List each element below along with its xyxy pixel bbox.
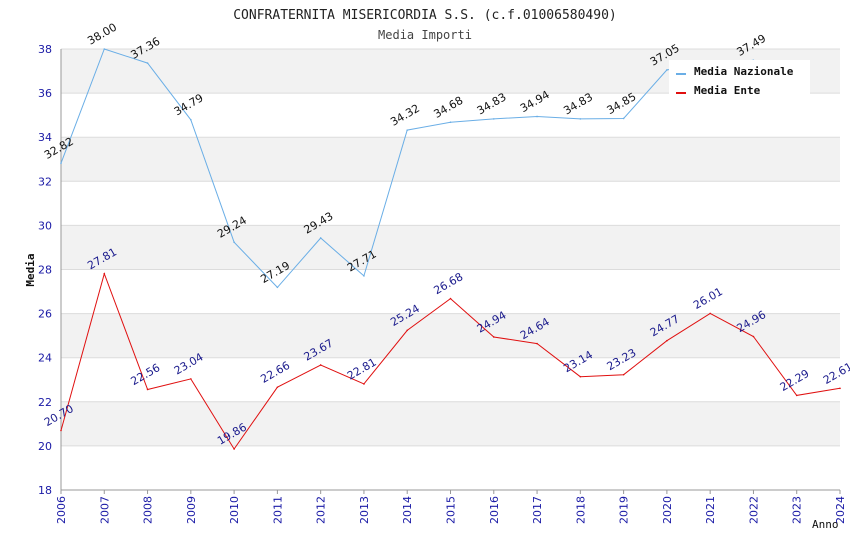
y-tick-label: 38	[38, 43, 52, 56]
data-point	[839, 387, 841, 390]
data-point	[406, 129, 409, 131]
x-tick-label: 2021	[704, 496, 717, 524]
data-point	[622, 117, 625, 120]
data-label: 34.68	[432, 94, 466, 121]
data-label: 26.01	[691, 285, 725, 312]
x-tick-label: 2019	[618, 496, 631, 524]
x-tick-label: 2009	[185, 496, 198, 524]
data-point	[536, 115, 538, 118]
x-tick-label: 2014	[401, 496, 414, 524]
y-tick-label: 22	[38, 396, 52, 409]
data-label: 38.00	[85, 21, 119, 48]
x-tick-label: 2022	[747, 496, 760, 524]
data-label: 22.29	[778, 367, 812, 394]
data-point	[103, 272, 106, 275]
y-tick-label: 28	[38, 264, 52, 277]
legend-box	[669, 60, 810, 96]
data-point	[319, 364, 322, 366]
x-tick-label: 2020	[661, 496, 674, 524]
data-point	[449, 297, 452, 300]
data-point	[363, 275, 365, 277]
legend: Media Nazionale Media Ente	[669, 60, 810, 97]
y-tick-label: 30	[38, 219, 52, 232]
data-point	[492, 118, 495, 120]
x-tick-label: 2007	[98, 496, 111, 524]
plot-band	[61, 313, 840, 358]
chart-subtitle: Media Importi	[378, 28, 472, 42]
plot-band	[61, 225, 840, 270]
data-point	[276, 286, 279, 289]
data-label: 34.32	[388, 102, 422, 129]
data-label: 34.79	[172, 91, 206, 118]
x-axis-label: Anno	[812, 518, 839, 531]
x-tick-label: 2015	[445, 496, 458, 524]
data-point	[666, 69, 668, 71]
data-point	[363, 383, 365, 385]
y-axis-label: Media	[24, 253, 37, 286]
data-point	[579, 375, 582, 378]
x-tick-label: 2023	[791, 496, 804, 524]
data-point	[536, 342, 538, 345]
data-label: 34.83	[561, 90, 595, 117]
data-point	[190, 378, 192, 380]
y-tick-label: 18	[38, 484, 52, 497]
x-tick-label: 2024	[834, 496, 847, 524]
gridlines	[61, 48, 840, 491]
data-point	[146, 388, 149, 391]
data-point	[449, 121, 452, 124]
y-tick-label: 36	[38, 87, 52, 100]
data-point	[492, 336, 495, 338]
x-tick-label: 2011	[271, 496, 284, 524]
series-line-0	[60, 48, 754, 289]
legend-entry: Media Ente	[694, 84, 761, 97]
data-label: 26.68	[432, 270, 466, 297]
data-point	[319, 237, 322, 239]
y-tick-label: 24	[38, 352, 52, 365]
y-tick-label: 26	[38, 308, 52, 321]
data-point	[233, 241, 235, 243]
y-tick-label: 20	[38, 440, 52, 453]
data-point	[233, 448, 235, 450]
x-tick-label: 2016	[488, 496, 501, 524]
data-label: 34.83	[475, 90, 509, 117]
plot-band	[61, 137, 840, 182]
legend-entry: Media Nazionale	[694, 65, 794, 78]
data-label: 34.85	[605, 90, 639, 117]
x-tick-label: 2018	[574, 496, 587, 524]
y-tick-label: 32	[38, 175, 52, 188]
data-point	[709, 312, 711, 315]
data-point	[146, 62, 149, 64]
chart-title: CONFRATERNITA MISERICORDIA S.S. (c.f.010…	[233, 8, 617, 23]
data-point	[622, 373, 625, 376]
x-tick-label: 2006	[55, 496, 68, 524]
y-tick-label: 34	[38, 131, 52, 144]
data-label: 22.81	[345, 356, 379, 383]
data-point	[579, 118, 582, 120]
data-point	[666, 339, 668, 342]
plot-band	[61, 401, 840, 446]
data-point	[190, 118, 192, 121]
x-tick-label: 2013	[358, 496, 371, 524]
data-point	[276, 386, 279, 389]
x-tick-label: 2010	[228, 496, 241, 524]
x-tick-label: 2012	[315, 496, 328, 524]
data-point	[795, 394, 798, 397]
data-point	[60, 429, 62, 432]
x-tick-label: 2008	[142, 496, 155, 524]
data-point	[406, 329, 409, 332]
plot-bands	[61, 49, 840, 446]
data-point	[60, 162, 62, 165]
x-tick-label: 2017	[531, 496, 544, 524]
data-point	[103, 48, 106, 50]
data-label: 22.61	[821, 360, 850, 387]
data-point	[752, 335, 755, 338]
